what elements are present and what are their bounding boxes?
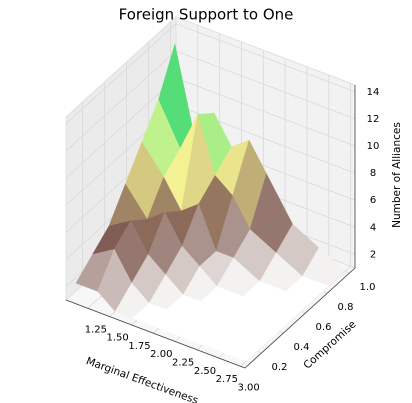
- y-tick-label: 0.8: [338, 302, 354, 313]
- z-tick-label: 6: [370, 195, 376, 206]
- y-tick-label: 1.0: [360, 282, 376, 293]
- x-tick-label: 1.75: [128, 341, 150, 352]
- z-tick-label: 4: [370, 222, 376, 233]
- x-tick-label: 3.00: [238, 382, 260, 393]
- grid-line: [65, 23, 356, 125]
- x-tick-label: 1.25: [85, 324, 107, 335]
- labels: 1.251.501.752.002.252.502.753.00 0.2 0.4 0.…: [65, 85, 380, 393]
- x-tick-label: 2.00: [150, 349, 172, 360]
- chart-title: Foreign Support to One: [119, 6, 294, 24]
- x-tick-label: 1.50: [107, 333, 129, 344]
- y-tick-label: 0.2: [272, 362, 288, 373]
- y-tick-label: 0.4: [294, 342, 310, 353]
- x-axis-line: [65, 299, 246, 369]
- z-tick-label: 8: [370, 168, 376, 179]
- surface-patch: [219, 336, 263, 362]
- z-tick-label: 14: [367, 87, 380, 98]
- z-tick-label: 2: [370, 249, 376, 260]
- z-axis-label: Number of Alliances: [391, 122, 403, 228]
- x-tick-label: 2.75: [216, 374, 238, 385]
- y-tick-label: 0.6: [316, 322, 332, 333]
- y-axis-line: [244, 267, 356, 369]
- z-tick-label: 10: [367, 141, 380, 152]
- x-tick-label: 2.25: [172, 357, 194, 368]
- z-tick-label: 12: [367, 114, 380, 125]
- surface: [75, 43, 346, 362]
- x-tick-label: 2.50: [194, 366, 216, 377]
